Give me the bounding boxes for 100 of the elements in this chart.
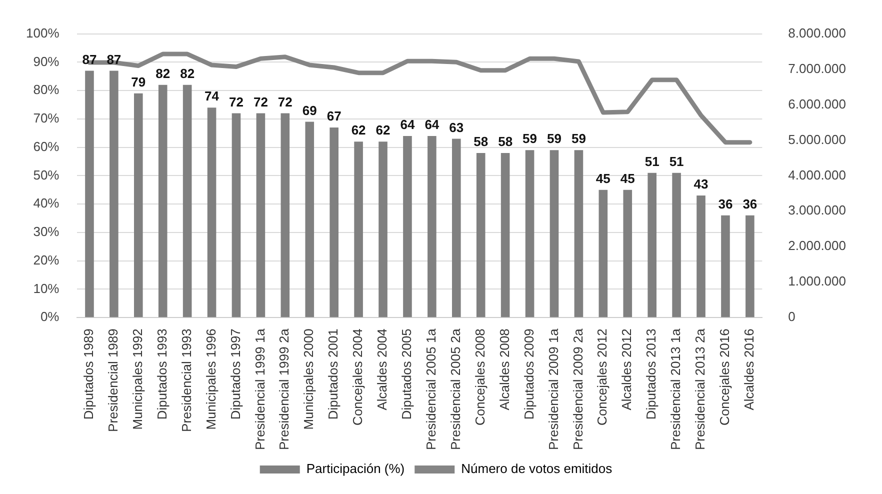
- data-label: 59: [547, 131, 562, 146]
- data-label: 82: [156, 66, 170, 81]
- y2-tick-label: 4.000.000: [788, 167, 846, 182]
- data-label: 72: [278, 94, 292, 110]
- bar: [85, 70, 94, 318]
- data-label: 59: [522, 131, 538, 146]
- data-label: 87: [82, 52, 97, 67]
- bar: [378, 142, 388, 318]
- x-tick-label: Concejales 2004: [350, 328, 366, 426]
- x-tick-label: Municipales 2000: [301, 328, 316, 430]
- x-tick-label: Concejales 2016: [717, 328, 732, 426]
- x-tick-label: Presidencial 2013 2a: [692, 328, 708, 450]
- x-tick-label: Diputados 1997: [228, 328, 243, 420]
- bar: [207, 108, 216, 318]
- x-tick-label: Presidencial 1993: [178, 328, 194, 432]
- x-tick-label: Alcaldes 2004: [374, 328, 390, 410]
- bar: [305, 122, 314, 318]
- x-tick-label: Diputados 2013: [644, 328, 659, 420]
- data-label: 45: [596, 170, 610, 186]
- data-label: 64: [400, 117, 416, 132]
- y2-tick-label: 7.000.000: [788, 60, 846, 76]
- data-label: 72: [253, 94, 268, 110]
- y2-tick-label: 1.000.000: [788, 274, 846, 289]
- bar: [280, 113, 290, 318]
- y2-tick-label: 0: [788, 309, 796, 324]
- data-label: 79: [131, 74, 146, 90]
- bar: [574, 150, 584, 318]
- bar: [721, 215, 730, 318]
- x-tick-label: Municipales 1992: [130, 328, 145, 430]
- data-label: 36: [742, 196, 758, 212]
- data-label: 62: [376, 122, 390, 138]
- data-label: 82: [180, 66, 195, 81]
- bar: [134, 93, 143, 318]
- x-tick-label: Concejales 2008: [472, 328, 488, 426]
- bar: [354, 142, 363, 318]
- x-tick-label: Presidencial 2005 2a: [448, 328, 463, 450]
- data-label: 67: [326, 108, 342, 124]
- bar: [182, 84, 192, 318]
- y-tick-label: 10%: [33, 280, 60, 296]
- data-label: 45: [620, 170, 635, 186]
- y2-tick-label: 2.000.000: [788, 238, 846, 254]
- data-label: 58: [474, 134, 488, 150]
- legend-label: Número de votos emitidos: [461, 461, 613, 476]
- x-tick-label: Presidencial 2005 1a: [424, 328, 439, 450]
- x-tick-label: Presidencial 1999 2a: [276, 328, 292, 450]
- bar: [696, 196, 706, 318]
- bar: [403, 136, 412, 318]
- bar: [672, 172, 681, 318]
- y-tick-label: 30%: [33, 224, 60, 240]
- data-label: 51: [669, 154, 684, 169]
- bar: [476, 152, 486, 318]
- x-tick-label: Presidencial 1999 1a: [252, 328, 268, 450]
- y-tick-label: 90%: [33, 54, 60, 69]
- y2-tick-label: 6.000.000: [788, 96, 846, 112]
- bar: [256, 113, 266, 318]
- data-label: 58: [498, 134, 513, 150]
- bar: [428, 136, 436, 318]
- data-label: 51: [644, 154, 660, 169]
- data-label: 59: [571, 131, 586, 146]
- x-tick-label: Diputados 1993: [154, 328, 170, 420]
- bar: [525, 150, 534, 318]
- y-tick-label: 50%: [33, 167, 60, 182]
- x-tick-label: Presidencial 2013 1a: [668, 328, 684, 450]
- x-tick-label: Alcaldes 2008: [496, 328, 512, 410]
- y2-tick-label: 5.000.000: [788, 132, 846, 147]
- y2-tick-label: 8.000.000: [788, 25, 846, 40]
- bar: [648, 172, 656, 318]
- y-tick-label: 100%: [26, 25, 60, 40]
- bar: [232, 113, 241, 318]
- x-tick-label: Presidencial 2009 1a: [546, 328, 561, 450]
- x-tick-label: Alcaldes 2016: [742, 328, 757, 410]
- x-tick-label: Concejales 2012: [594, 328, 610, 426]
- y-tick-label: 70%: [33, 110, 60, 126]
- bar: [746, 215, 754, 318]
- x-tick-label: Municipales 1996: [203, 328, 218, 430]
- x-tick-label: Presidencial 2009 2a: [570, 328, 586, 450]
- x-tick-label: Diputados 2001: [326, 328, 341, 420]
- data-label: 64: [424, 117, 440, 132]
- x-tick-label: Diputados 2005: [399, 328, 414, 420]
- x-tick-label: Diputados 2009: [521, 328, 536, 420]
- x-tick-label: Presidencial 1989: [106, 328, 121, 432]
- bar: [330, 127, 338, 318]
- legend-label: Participación (%): [306, 461, 405, 476]
- x-tick-label: Diputados 1989: [81, 328, 96, 420]
- bar: [158, 84, 168, 318]
- bar: [550, 150, 559, 318]
- y-tick-label: 20%: [33, 252, 60, 268]
- data-label: 43: [694, 176, 708, 192]
- data-label: 36: [718, 196, 733, 212]
- data-label: 87: [106, 52, 122, 67]
- y-tick-label: 40%: [33, 196, 60, 211]
- y-tick-label: 60%: [33, 138, 60, 154]
- y-tick-label: 0%: [40, 309, 60, 324]
- data-label: 74: [204, 88, 220, 104]
- bar: [598, 190, 608, 318]
- x-tick-label: Alcaldes 2012: [619, 328, 634, 410]
- data-label: 69: [302, 102, 317, 118]
- bar: [623, 190, 632, 318]
- y2-tick-label: 3.000.000: [788, 202, 846, 218]
- data-label: 62: [351, 122, 366, 138]
